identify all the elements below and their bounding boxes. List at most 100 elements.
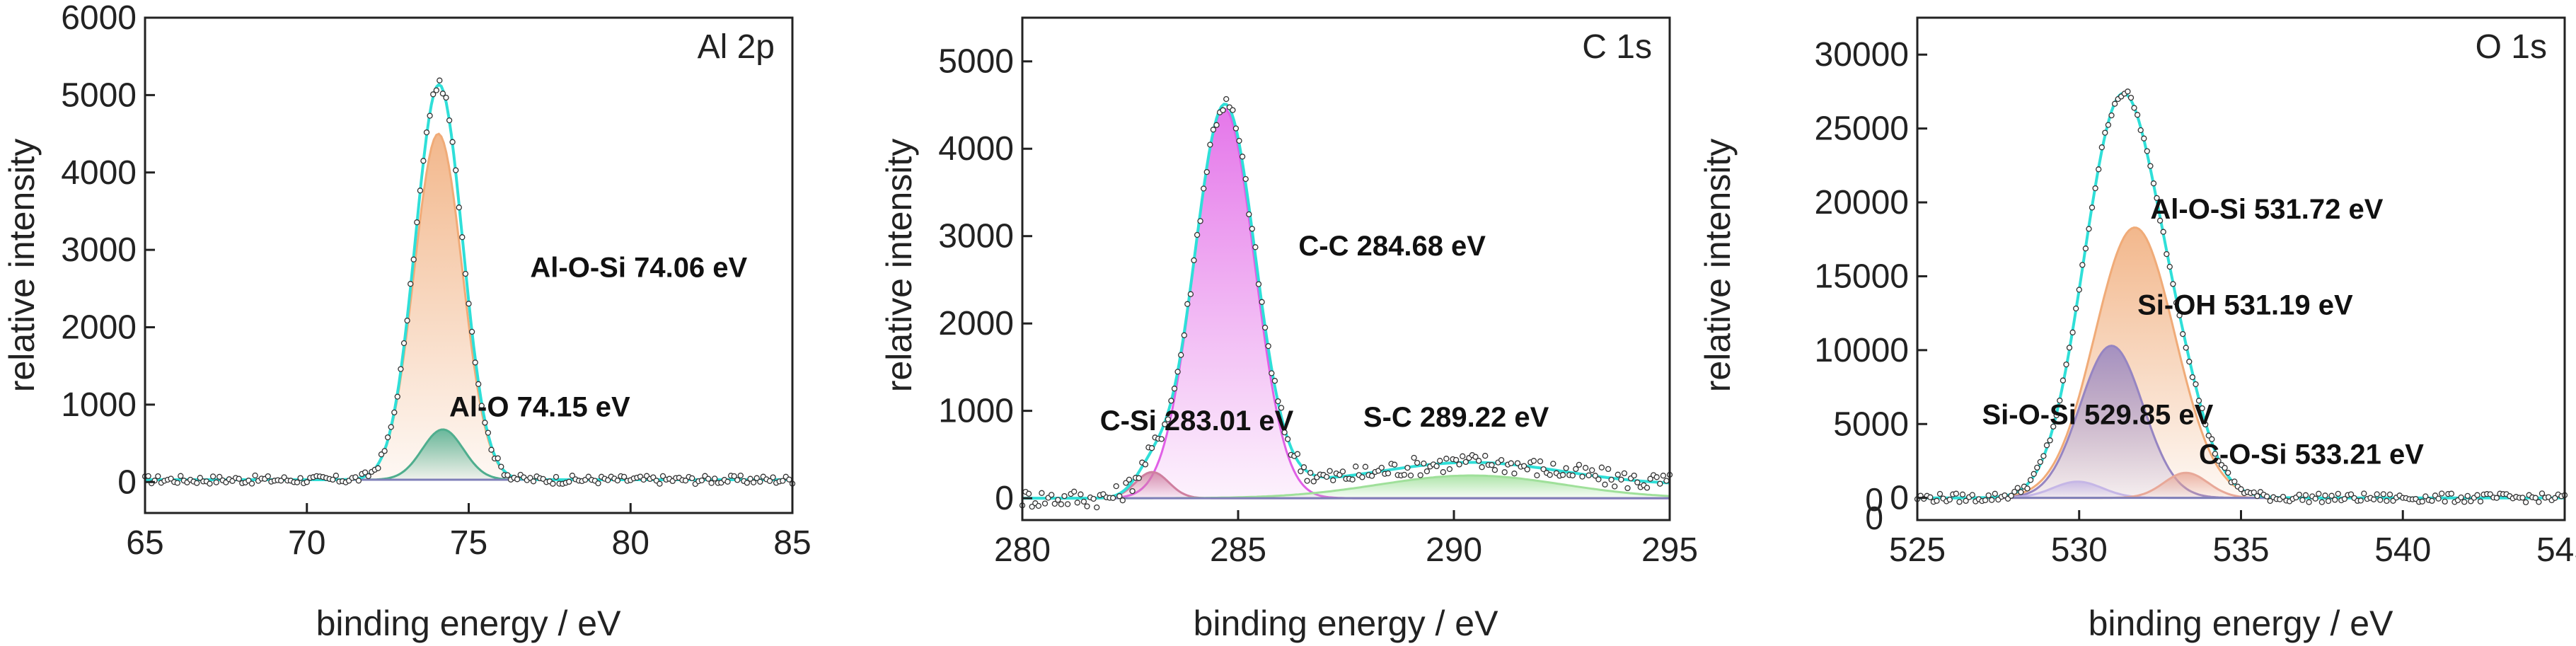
x-tick-label: 80 xyxy=(612,524,649,562)
data-point xyxy=(770,474,776,480)
data-point xyxy=(1508,460,1514,466)
data-point xyxy=(2347,491,2355,497)
data-point xyxy=(375,465,381,471)
data-point xyxy=(2357,497,2364,504)
data-point xyxy=(1300,464,1307,471)
data-point xyxy=(2102,129,2108,136)
data-point xyxy=(2238,486,2244,492)
data-point xyxy=(400,340,408,347)
y-tick-label: 1000 xyxy=(61,386,137,424)
x-tick-label: 285 xyxy=(1210,531,1266,569)
data-point xyxy=(2468,498,2474,504)
data-point xyxy=(2254,492,2260,500)
data-point xyxy=(1573,466,1579,473)
data-point xyxy=(1220,107,1226,113)
data-point xyxy=(388,424,394,430)
data-point xyxy=(437,77,443,83)
data-point xyxy=(2377,497,2384,503)
data-point xyxy=(2193,381,2199,388)
data-point xyxy=(1385,470,1392,477)
data-point xyxy=(1540,466,1547,473)
data-point xyxy=(1330,477,1336,483)
data-point xyxy=(2205,432,2212,439)
data-point xyxy=(2011,488,2018,495)
data-point xyxy=(2251,489,2257,496)
data-point xyxy=(2141,135,2147,142)
data-point xyxy=(1550,461,1556,467)
y-tick-label: 0 xyxy=(1890,480,1909,517)
plot-frame xyxy=(1021,16,1671,521)
data-point xyxy=(1168,398,1174,404)
data-point xyxy=(472,359,478,366)
data-point xyxy=(381,448,388,454)
data-point xyxy=(2176,312,2183,318)
data-point xyxy=(734,477,741,483)
data-point xyxy=(2043,442,2050,449)
data-point xyxy=(1074,500,1080,506)
data-point xyxy=(1989,497,1995,503)
data-point xyxy=(378,451,385,458)
y-tick-label: 1000 xyxy=(938,393,1014,430)
data-point xyxy=(1142,461,1149,468)
data-point xyxy=(2089,204,2096,211)
data-point xyxy=(297,475,304,481)
data-point xyxy=(488,446,495,453)
data-point xyxy=(731,473,737,480)
data-point xyxy=(1129,488,1136,495)
data-point xyxy=(698,477,705,484)
data-point xyxy=(1236,137,1242,144)
data-point xyxy=(2105,122,2112,128)
data-point xyxy=(2519,495,2526,501)
data-point xyxy=(780,478,786,484)
data-point xyxy=(1934,497,1940,504)
x-axis-label: binding energy / eV xyxy=(2089,604,2394,643)
data-point xyxy=(495,455,501,461)
data-point xyxy=(362,469,369,475)
data-point xyxy=(1985,492,1992,499)
data-point xyxy=(2166,263,2173,270)
data-point xyxy=(1349,476,1356,483)
data-point xyxy=(2386,491,2393,498)
data-point xyxy=(1269,370,1275,376)
data-point xyxy=(304,479,310,485)
data-point xyxy=(2195,398,2202,404)
data-point xyxy=(1631,472,1637,479)
data-point xyxy=(1595,476,1602,483)
data-point xyxy=(1605,466,1612,473)
data-point xyxy=(2209,436,2215,442)
stray-zero-label: 0 xyxy=(1865,500,1883,536)
data-point xyxy=(2306,499,2312,505)
chart-panel-al2p: Al 2p binding energy / eV relative inten… xyxy=(2,0,812,643)
data-point xyxy=(1569,472,1576,479)
data-point xyxy=(2027,477,2034,483)
data-point xyxy=(414,219,420,226)
data-point xyxy=(657,480,663,487)
data-point xyxy=(527,475,533,481)
data-point xyxy=(737,472,744,479)
data-point xyxy=(2082,246,2089,252)
y-axis-label: relative intensity xyxy=(1698,139,1738,393)
data-point xyxy=(2370,496,2377,502)
data-point xyxy=(1119,497,1126,504)
data-point xyxy=(1586,472,1592,478)
data-point xyxy=(705,475,712,482)
data-point xyxy=(1310,478,1317,485)
data-point xyxy=(2374,491,2380,497)
data-point xyxy=(747,475,753,482)
data-point xyxy=(2302,492,2309,498)
data-point xyxy=(712,475,718,482)
y-axis-label: relative intensity xyxy=(879,139,919,393)
data-point xyxy=(1592,473,1598,479)
y-axis-label: relative intensity xyxy=(2,139,42,393)
data-point xyxy=(248,480,255,487)
data-point xyxy=(744,480,751,486)
data-point xyxy=(330,476,336,483)
data-point xyxy=(394,393,400,400)
data-point xyxy=(427,113,433,119)
data-point xyxy=(2086,226,2092,232)
data-point xyxy=(2160,229,2166,235)
data-point xyxy=(2442,498,2448,505)
y-tick-label: 5000 xyxy=(61,76,137,114)
y-tick-label: 0 xyxy=(995,480,1014,517)
data-point xyxy=(2231,478,2238,485)
